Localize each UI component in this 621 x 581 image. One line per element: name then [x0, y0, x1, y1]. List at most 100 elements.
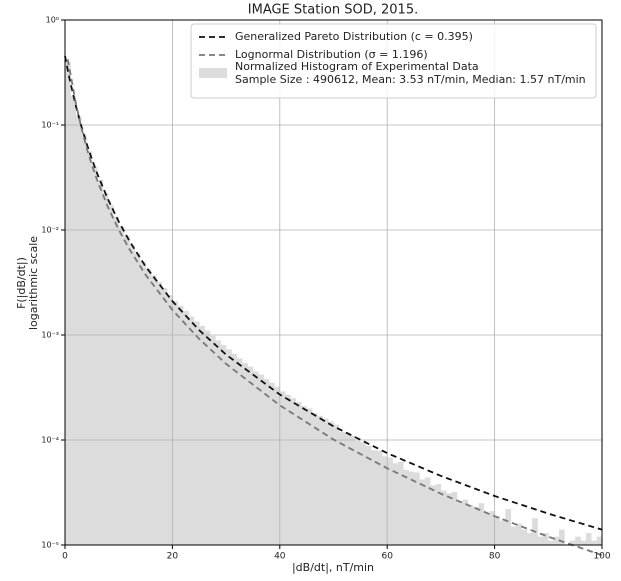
histogram-bar: [236, 358, 243, 545]
histogram-bar: [188, 316, 195, 545]
histogram-bar: [430, 485, 436, 545]
histogram-bar: [301, 406, 307, 545]
y-tick-label: 10⁻³: [41, 331, 59, 340]
histogram-bar: [118, 226, 125, 545]
histogram-bar: [575, 536, 581, 545]
histogram-bar: [129, 244, 136, 545]
histogram-bar: [209, 335, 216, 545]
histogram-bar: [258, 374, 264, 545]
histogram-bar: [354, 440, 361, 545]
y-tick-label: 10⁻²: [41, 226, 59, 235]
chart-title: IMAGE Station SOD, 2015.: [248, 3, 418, 18]
histogram-bar: [457, 501, 463, 545]
x-tick-label: 0: [62, 552, 68, 562]
histogram-bar: [424, 477, 431, 545]
series-line: [66, 59, 603, 557]
histogram-bar: [156, 281, 162, 545]
histogram-bar: [580, 540, 587, 545]
y-tick-label: 10⁰: [46, 16, 59, 25]
x-tick-label: 80: [489, 552, 501, 562]
histogram-bar: [403, 469, 409, 545]
histogram-bar: [145, 268, 152, 545]
y-tick-label: 10⁻⁴: [41, 436, 59, 445]
histogram-bar: [306, 408, 313, 545]
legend: Generalized Pareto Distribution (c = 0.3…: [190, 23, 597, 99]
histogram-bar: [124, 235, 130, 545]
histogram-bar: [220, 345, 227, 545]
histogram-bar: [376, 450, 383, 545]
x-tick-label: 100: [593, 552, 610, 562]
histogram-bar: [322, 418, 329, 545]
histogram-bar: [349, 435, 356, 545]
histogram-bar: [140, 261, 146, 545]
histogram-bar: [279, 391, 286, 545]
histogram-bar: [510, 526, 517, 545]
histogram-bar: [193, 321, 200, 545]
histogram-bar: [526, 533, 533, 545]
legend-label: Normalized Histogram of Experimental Dat…: [235, 60, 479, 73]
histogram-bar: [177, 305, 184, 545]
legend-swatch: [199, 68, 227, 78]
histogram-bar: [274, 386, 281, 545]
histogram-bar: [408, 471, 415, 545]
x-tick-label: 20: [167, 552, 179, 562]
histogram-bar: [242, 363, 248, 545]
histogram-bar: [199, 325, 205, 545]
histogram-bar: [172, 301, 179, 545]
histogram-bar: [231, 353, 238, 545]
histogram-bar: [387, 457, 393, 545]
histogram-bar: [542, 533, 549, 545]
histogram-bar: [86, 151, 93, 546]
histogram-bar: [451, 491, 458, 545]
y-axis-label: F(|dB/dt|): [15, 257, 28, 309]
histogram-bar: [204, 330, 211, 545]
plot-frame: [64, 19, 603, 546]
histogram-bar: [167, 295, 173, 545]
histogram-bar: [489, 511, 495, 545]
histogram-bar: [333, 424, 340, 545]
histogram-bar: [462, 499, 469, 545]
series-line: [64, 55, 603, 531]
histogram-bar: [295, 402, 302, 545]
histogram-bar: [290, 398, 297, 545]
histogram-bar: [435, 484, 442, 545]
histogram-bar: [440, 490, 447, 545]
y-axis-label: logarithmic scale: [27, 236, 40, 330]
histogram-bar: [591, 540, 597, 545]
legend-label: Sample Size : 490612, Mean: 3.53 nT/min,…: [235, 73, 586, 86]
histogram-bar: [446, 493, 452, 545]
histogram-bar: [113, 216, 119, 545]
histogram-bar: [344, 432, 350, 545]
histogram-bar: [70, 95, 77, 546]
histogram-bar: [285, 394, 291, 545]
histogram-bar: [414, 472, 420, 545]
y-tick-label: 10⁻¹: [41, 121, 59, 130]
histogram-bar: [499, 520, 506, 545]
histogram-bar: [521, 529, 528, 545]
histogram-bar: [569, 540, 576, 545]
histogram-bar: [75, 115, 82, 545]
histogram-bar: [392, 463, 399, 545]
histogram-bar: [263, 379, 270, 545]
histogram-bar: [102, 193, 109, 546]
histogram-bar: [215, 340, 222, 545]
histogram-bar: [269, 382, 275, 545]
histogram-bar: [161, 288, 168, 545]
histogram-bar: [397, 461, 404, 545]
histogram-bar: [473, 507, 479, 545]
histogram-bar: [65, 61, 71, 546]
histogram-bar: [312, 413, 318, 545]
histogram-bar: [107, 205, 114, 545]
histogram-bar: [338, 431, 345, 545]
histogram-bar: [183, 310, 189, 545]
histogram-bar: [328, 421, 334, 545]
histogram-bar: [81, 134, 87, 545]
histogram-bar: [553, 536, 560, 545]
histogram-bar: [585, 533, 592, 545]
legend-label: Generalized Pareto Distribution (c = 0.3…: [235, 30, 473, 43]
histogram-bar: [226, 349, 232, 545]
histogram-bar: [317, 415, 324, 545]
histogram-bar: [548, 540, 554, 545]
y-tick-label: 10⁻⁵: [41, 541, 59, 550]
